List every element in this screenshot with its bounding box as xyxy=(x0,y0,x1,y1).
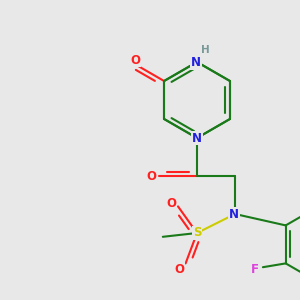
Text: S: S xyxy=(193,226,201,239)
Text: N: N xyxy=(192,131,202,145)
Text: H: H xyxy=(201,45,209,55)
Text: O: O xyxy=(175,263,184,276)
Text: O: O xyxy=(146,169,156,182)
Text: O: O xyxy=(130,53,140,67)
Text: F: F xyxy=(251,263,259,276)
Text: O: O xyxy=(166,197,176,210)
Text: N: N xyxy=(229,208,239,220)
Text: N: N xyxy=(191,56,201,70)
